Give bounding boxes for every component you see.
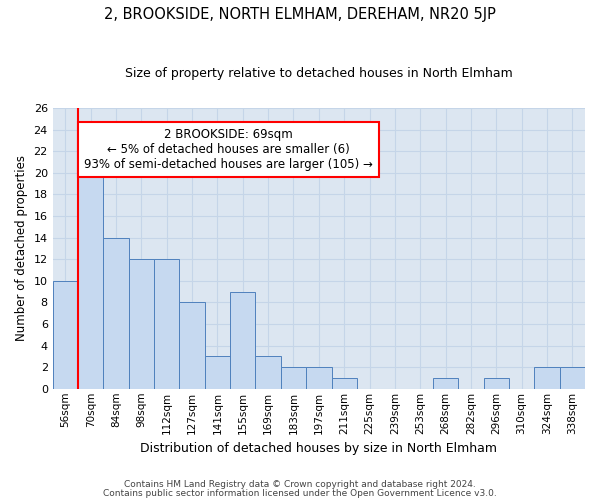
Bar <box>281 367 306 389</box>
Bar <box>78 162 103 389</box>
Bar <box>154 259 179 389</box>
Bar <box>205 356 230 389</box>
Bar <box>560 367 585 389</box>
Text: 2, BROOKSIDE, NORTH ELMHAM, DEREHAM, NR20 5JP: 2, BROOKSIDE, NORTH ELMHAM, DEREHAM, NR2… <box>104 8 496 22</box>
Text: Contains HM Land Registry data © Crown copyright and database right 2024.: Contains HM Land Registry data © Crown c… <box>124 480 476 489</box>
Text: Contains public sector information licensed under the Open Government Licence v3: Contains public sector information licen… <box>103 488 497 498</box>
Bar <box>256 356 281 389</box>
Bar <box>53 281 78 389</box>
Bar <box>179 302 205 389</box>
Bar <box>433 378 458 389</box>
X-axis label: Distribution of detached houses by size in North Elmham: Distribution of detached houses by size … <box>140 442 497 455</box>
Bar <box>484 378 509 389</box>
Bar <box>332 378 357 389</box>
Title: Size of property relative to detached houses in North Elmham: Size of property relative to detached ho… <box>125 68 513 80</box>
Bar <box>129 259 154 389</box>
Y-axis label: Number of detached properties: Number of detached properties <box>15 156 28 342</box>
Bar <box>535 367 560 389</box>
Bar <box>103 238 129 389</box>
Bar <box>230 292 256 389</box>
Text: 2 BROOKSIDE: 69sqm
← 5% of detached houses are smaller (6)
93% of semi-detached : 2 BROOKSIDE: 69sqm ← 5% of detached hous… <box>84 128 373 170</box>
Bar <box>306 367 332 389</box>
